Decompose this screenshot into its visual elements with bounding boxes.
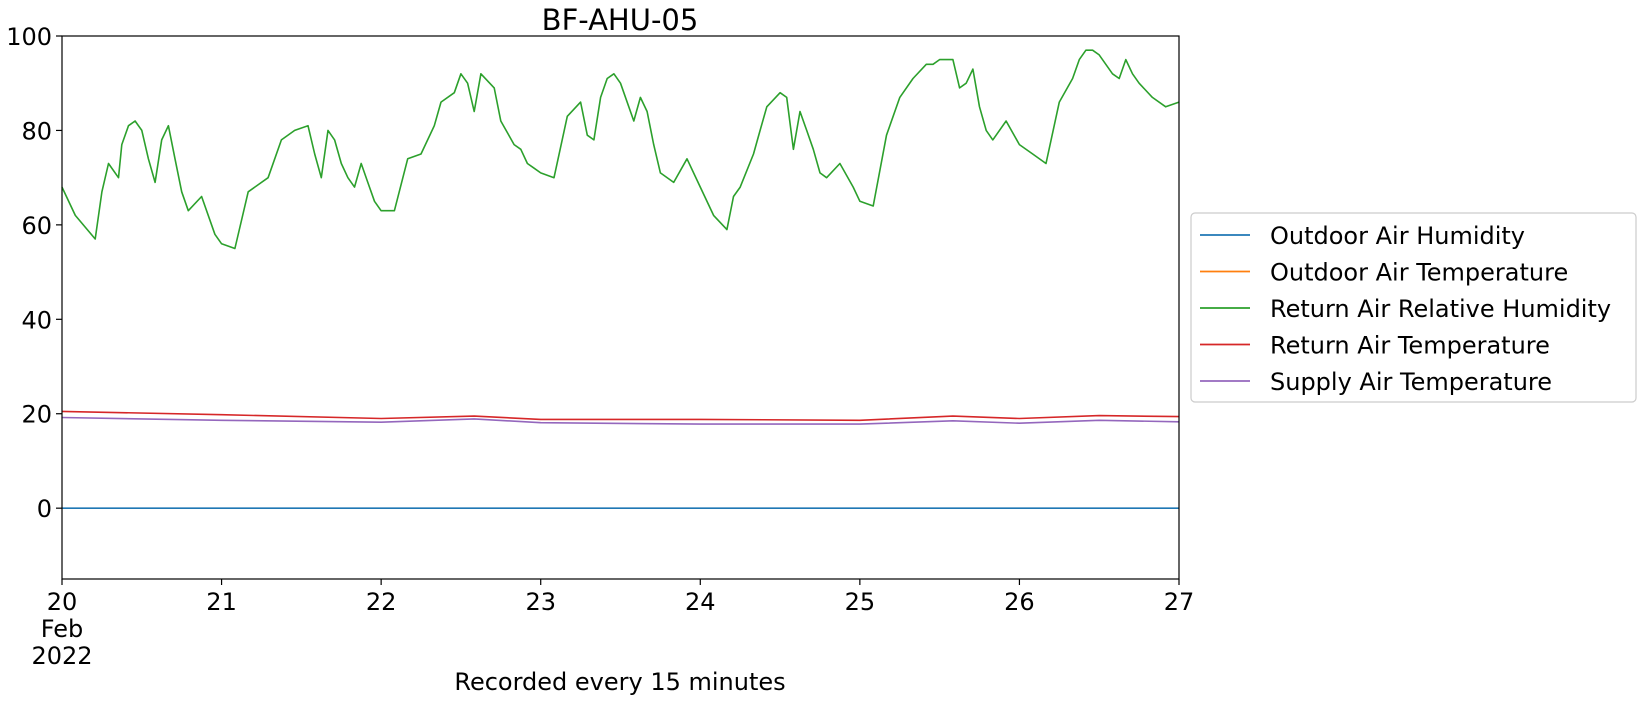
y-tick-label-1: 20 (21, 401, 52, 429)
legend-label-4: Supply Air Temperature (1270, 368, 1552, 396)
x-tick-label-2: 22 (366, 588, 397, 616)
x-tick-label-3: 23 (525, 588, 556, 616)
y-tick-label-3: 60 (21, 212, 52, 240)
chart-title: BF-AHU-05 (542, 3, 699, 37)
series-layer (61, 49, 1180, 510)
x-tick-label-0: 20 (47, 588, 78, 616)
y-tick-label-5: 100 (6, 23, 52, 51)
x-tick-sublabel-0-0: Feb (41, 615, 84, 643)
x-tick-label-5: 25 (845, 588, 876, 616)
x-axis-label: Recorded every 15 minutes (454, 668, 785, 696)
x-tick-label-4: 24 (685, 588, 716, 616)
y-axis: 0 20 40 60 80 100 (6, 23, 62, 523)
series-line-2 (61, 49, 1180, 250)
legend-label-1: Outdoor Air Temperature (1270, 259, 1568, 287)
x-tick-sublabel-0-1: 2022 (31, 642, 92, 670)
y-tick-label-0: 0 (37, 495, 52, 523)
legend-label-2: Return Air Relative Humidity (1270, 295, 1611, 323)
series-line-3 (61, 410, 1180, 422)
series-line-4 (61, 416, 1180, 425)
y-tick-label-4: 80 (21, 117, 52, 145)
x-tick-label-6: 26 (1004, 588, 1035, 616)
legend-box (1190, 212, 1637, 403)
x-tick-label-1: 21 (206, 588, 237, 616)
legend-label-0: Outdoor Air Humidity (1270, 222, 1525, 250)
legend: Outdoor Air Humidity Outdoor Air Temperat… (1190, 212, 1637, 403)
y-tick-label-2: 40 (21, 306, 52, 334)
x-tick-label-7: 27 (1164, 588, 1195, 616)
plot-frame (61, 35, 1180, 580)
legend-label-3: Return Air Temperature (1270, 332, 1550, 360)
